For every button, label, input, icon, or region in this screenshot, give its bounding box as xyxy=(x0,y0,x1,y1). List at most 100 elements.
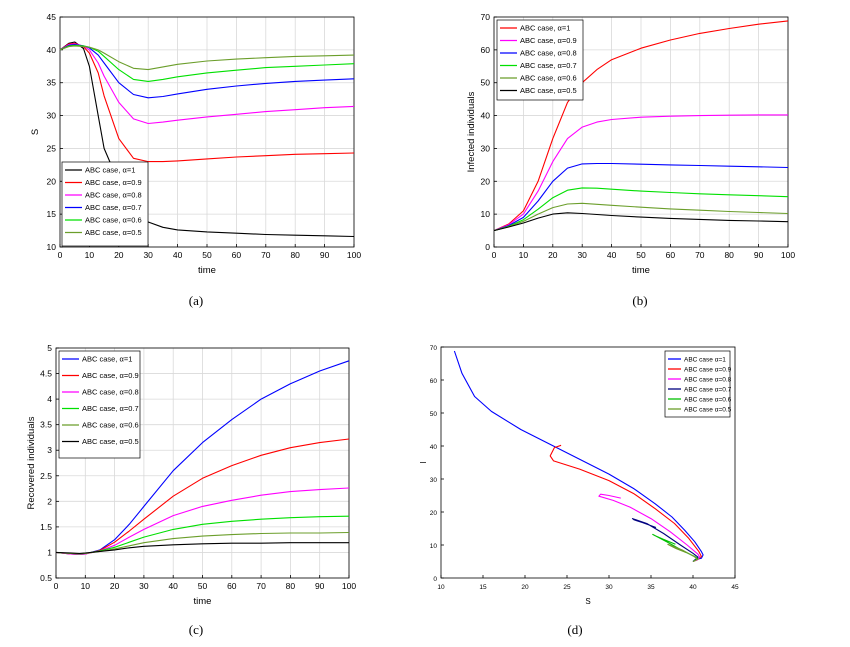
panel-a-x-tick-label: 50 xyxy=(202,250,212,260)
panel-d-legend-label-2: ABC case α=0.8 xyxy=(684,377,732,384)
panel-b-y-tick-label: 60 xyxy=(481,45,491,55)
panel-c-legend-label-1: ABC case, α=0.9 xyxy=(82,371,139,380)
panel-b-x-tick-label: 90 xyxy=(754,250,764,260)
panel-b-x-tick-label: 100 xyxy=(781,250,795,260)
panel-c-x-tick-label: 80 xyxy=(286,581,296,591)
panel-c-x-tick-label: 50 xyxy=(198,581,208,591)
panel-d-series-line-4 xyxy=(652,533,699,562)
panel-b-y-tick-label: 30 xyxy=(481,143,491,153)
panel-a-x-tick-label: 60 xyxy=(232,250,242,260)
panel-a-x-tick-label: 90 xyxy=(320,250,330,260)
panel-b-series-line-4 xyxy=(493,202,789,232)
panel-d-series-line-5 xyxy=(667,543,698,562)
panel-b-x-tick-label: 10 xyxy=(519,250,529,260)
panel-b-series-line-0 xyxy=(493,20,789,232)
panel-b-y-axis-label: Infected individuals xyxy=(466,91,477,172)
panel-b-y-tick-label: 10 xyxy=(481,209,491,219)
panel-b-x-tick-label: 0 xyxy=(492,250,497,260)
panel-c-x-tick-label: 70 xyxy=(256,581,266,591)
panel-b-x-tick-label: 20 xyxy=(548,250,558,260)
panel-d-x-tick-label: 35 xyxy=(647,584,655,591)
panel-b-x-tick-label: 70 xyxy=(695,250,705,260)
panel-b-y-tick-label: 50 xyxy=(481,78,491,88)
panel-d-y-axis-label: I xyxy=(419,461,428,463)
panel-c-x-tick-label: 30 xyxy=(139,581,149,591)
panel-c-label: (c) xyxy=(188,622,204,637)
panel-a-x-tick-label: 100 xyxy=(347,250,361,260)
panel-a-y-tick-label: 20 xyxy=(47,176,57,186)
panel-c-x-tick-label: 100 xyxy=(342,581,356,591)
panel-a-y-tick-label: 45 xyxy=(47,12,57,22)
panel-c-y-tick-label: 2.5 xyxy=(40,471,52,481)
panel-b-legend-label-5: ABC case, α=0.5 xyxy=(520,86,577,95)
panel-a-x-tick-label: 20 xyxy=(114,250,124,260)
panel-d-series-line-2 xyxy=(598,493,701,563)
panel-d-legend-label-3: ABC case α=0.7 xyxy=(684,387,732,394)
panel-c-legend-label-0: ABC case, α=1 xyxy=(82,355,132,364)
panel-c-x-tick-label: 20 xyxy=(110,581,120,591)
panel-a-x-tick-label: 40 xyxy=(173,250,183,260)
panel-c-y-tick-label: 1 xyxy=(47,547,52,557)
panel-c-y-tick-label: 5 xyxy=(47,343,52,353)
panel-d-x-axis-label: S xyxy=(585,597,590,606)
panel-a-y-tick-label: 10 xyxy=(47,242,57,252)
panel-d-y-tick-label: 10 xyxy=(430,543,438,550)
panel-c-x-tick-label: 0 xyxy=(54,581,59,591)
panel-d-legend-box xyxy=(664,350,731,418)
panel-d-legend-label-5: ABC case α=0.5 xyxy=(684,407,732,414)
panel-d-y-tick-label: 50 xyxy=(430,411,438,418)
panel-d-label: (d) xyxy=(567,622,583,637)
panel-c-x-tick-label: 60 xyxy=(227,581,237,591)
panel-d-y-tick-label: 20 xyxy=(430,510,438,517)
panel-b-y-tick-label: 0 xyxy=(485,242,490,252)
panel-c-x-tick-label: 10 xyxy=(81,581,91,591)
panel-d-legend-label-1: ABC case α=0.9 xyxy=(684,367,732,374)
panel-d-x-tick-label: 15 xyxy=(479,584,487,591)
panel-b-x-tick-label: 60 xyxy=(666,250,676,260)
panel-a-legend-label-4: ABC case, α=0.6 xyxy=(85,216,142,225)
panel-c-y-tick-label: 4 xyxy=(47,394,52,404)
panel-c-y-axis-label: Recovered individuals xyxy=(26,416,37,509)
panel-d-y-tick-label: 40 xyxy=(430,444,438,451)
panel-c-legend-label-3: ABC case, α=0.7 xyxy=(82,404,139,413)
panel-b-legend-label-1: ABC case, α=0.9 xyxy=(520,36,577,45)
panel-c-y-tick-label: 1.5 xyxy=(40,522,52,532)
panel-b-series-line-5 xyxy=(493,212,789,232)
panel-c-y-tick-label: 0.5 xyxy=(40,573,52,583)
panel-b-series-line-2 xyxy=(493,162,789,232)
panel-d-y-tick-label: 0 xyxy=(433,576,437,583)
panel-c-series-line-5 xyxy=(55,542,349,555)
panel-a-label: (a) xyxy=(188,293,204,308)
panel-d-x-tick-label: 20 xyxy=(521,584,529,591)
panel-d-y-tick-label: 70 xyxy=(430,345,438,352)
panel-b-y-tick-label: 20 xyxy=(481,176,491,186)
panel-d-x-tick-label: 30 xyxy=(605,584,613,591)
panel-d-series-line-1 xyxy=(549,444,702,563)
panel-c-x-tick-label: 40 xyxy=(168,581,178,591)
panel-d-x-tick-label: 40 xyxy=(689,584,697,591)
panel-b-legend-box xyxy=(496,19,584,101)
panel-b-x-axis-label: time xyxy=(632,265,650,276)
panel-a-x-tick-label: 80 xyxy=(290,250,300,260)
panel-a-y-tick-label: 40 xyxy=(47,45,57,55)
panel-c-x-axis-label: time xyxy=(194,596,212,607)
panel-d-y-tick-label: 30 xyxy=(430,477,438,484)
panel-c-legend-label-5: ABC case, α=0.5 xyxy=(82,437,139,446)
panel-a-y-tick-label: 25 xyxy=(47,143,57,153)
panel-b-x-tick-label: 40 xyxy=(607,250,617,260)
panel-c-y-tick-label: 3.5 xyxy=(40,420,52,430)
panel-b-x-tick-label: 30 xyxy=(577,250,587,260)
panel-a-legend-label-0: ABC case, α=1 xyxy=(85,166,135,175)
panel-a-series-line-4 xyxy=(59,44,355,82)
panel-b-label: (b) xyxy=(632,293,648,308)
panel-a-series-line-5 xyxy=(59,45,355,71)
panel-b-legend-label-0: ABC case, α=1 xyxy=(520,24,570,33)
panel-c-legend-label-2: ABC case, α=0.8 xyxy=(82,388,139,397)
panel-c-y-tick-label: 3 xyxy=(47,445,52,455)
panel-a-y-axis-label: S xyxy=(30,129,41,135)
panel-a-x-tick-label: 0 xyxy=(58,250,63,260)
panel-c-x-tick-label: 90 xyxy=(315,581,325,591)
panel-d-series-line-0 xyxy=(453,350,704,562)
panel-b-y-tick-label: 70 xyxy=(481,12,491,22)
